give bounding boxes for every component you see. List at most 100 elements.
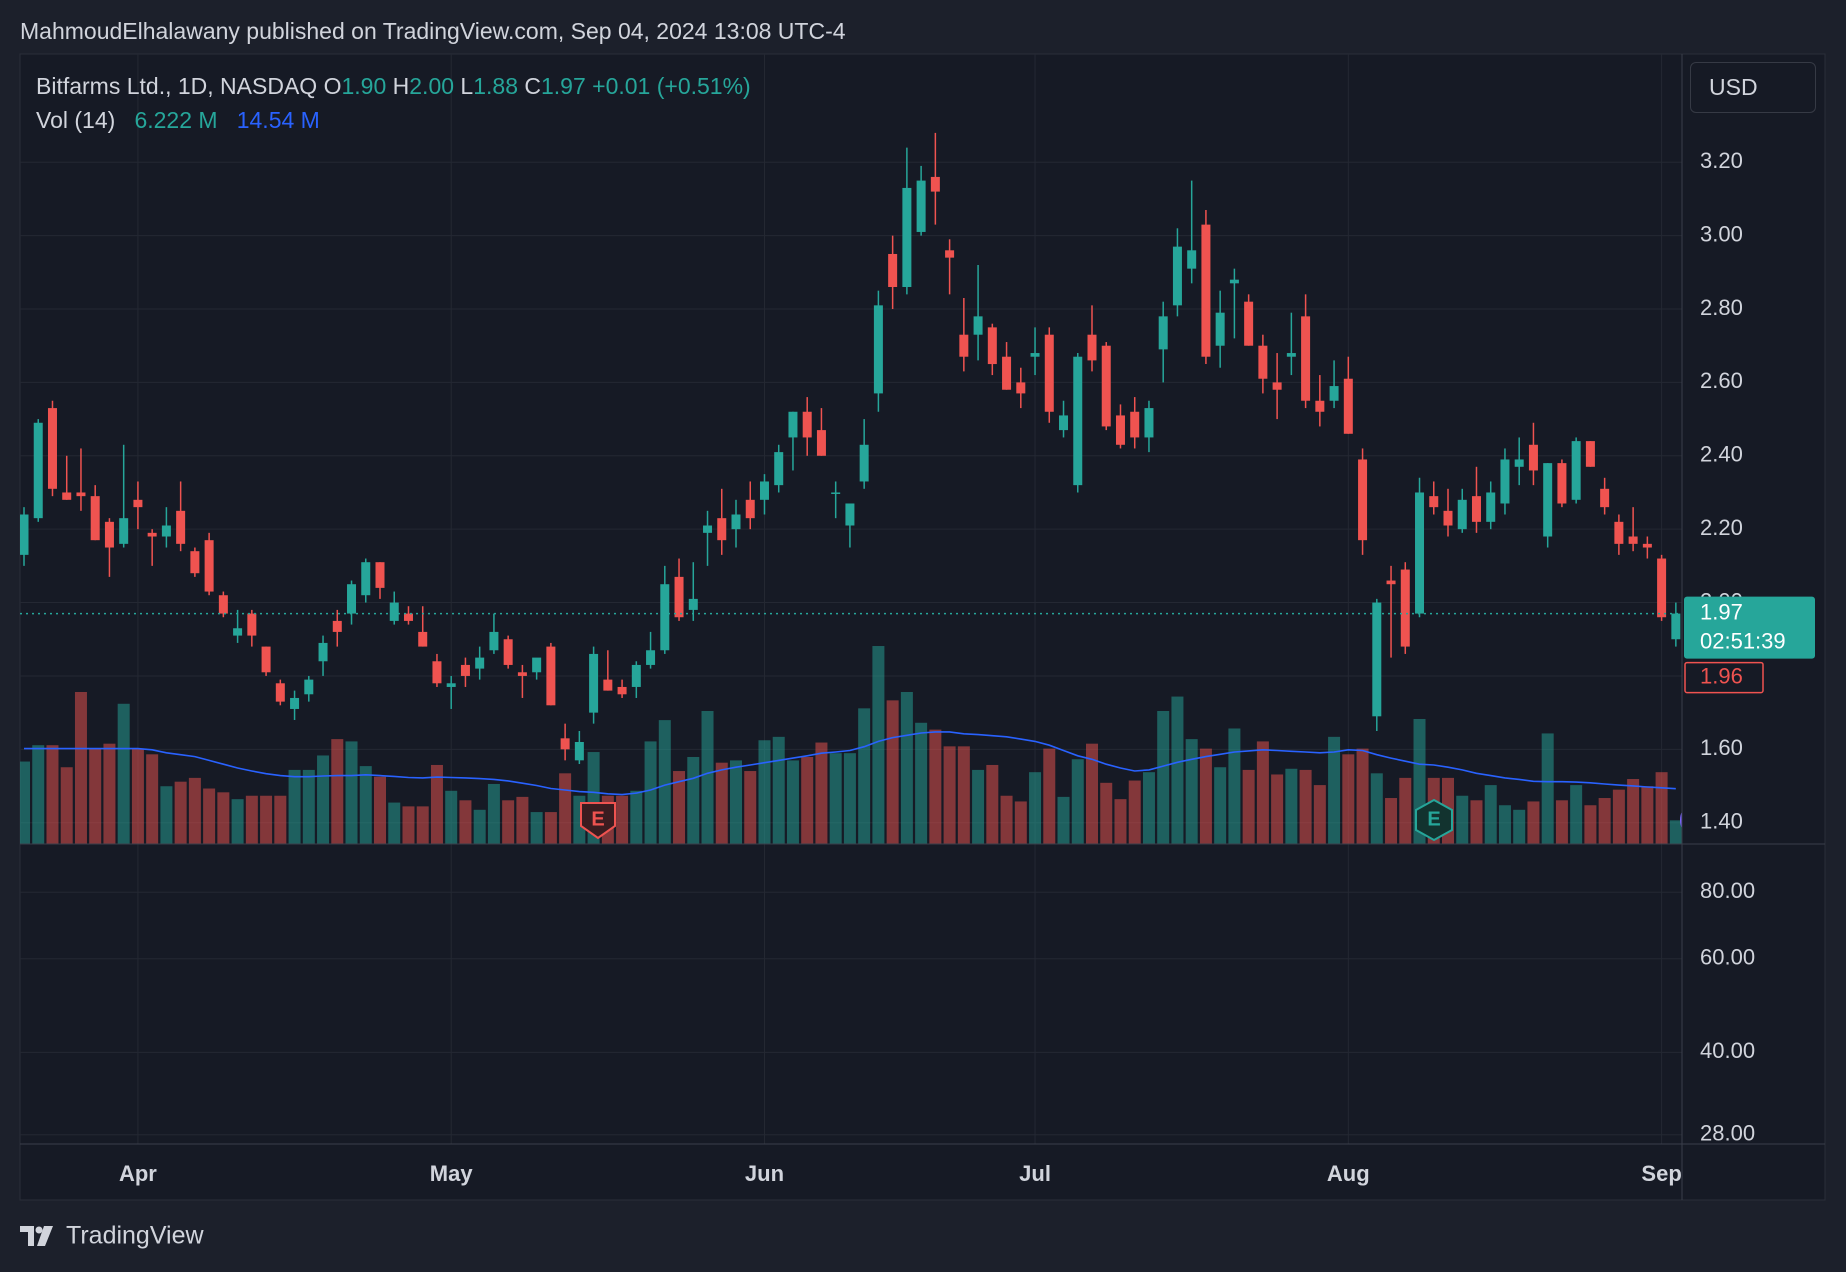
candle-body — [674, 576, 684, 618]
volume-bar — [701, 711, 714, 844]
candle-body — [304, 679, 314, 695]
candle-body — [603, 679, 613, 691]
x-tick-label: Jun — [745, 1161, 784, 1186]
volume-bar — [1171, 696, 1184, 844]
last-price-box — [1684, 596, 1815, 659]
candle-body — [204, 540, 214, 592]
y-tick-label: 2.60 — [1700, 368, 1743, 393]
candle-body — [1315, 400, 1325, 412]
candle-body — [646, 650, 656, 665]
candle-body — [161, 525, 171, 537]
candle-body — [1642, 543, 1652, 548]
volume-bar — [1470, 800, 1483, 844]
footer-brand: TradingView — [66, 1222, 205, 1250]
logo — [20, 1226, 53, 1246]
legend-value: 1.97 — [541, 73, 586, 99]
currency-button[interactable]: USD — [1690, 62, 1816, 113]
volume-bar — [1043, 748, 1056, 844]
candle-body — [959, 334, 969, 357]
volume-bar — [744, 771, 757, 844]
volume-bar — [1584, 805, 1597, 844]
volume-bar — [815, 742, 828, 844]
volume-bar — [160, 786, 173, 844]
candle-body — [859, 444, 869, 482]
volume-bar — [430, 764, 443, 844]
volume-bar — [1555, 800, 1568, 844]
candle-body — [475, 657, 485, 669]
volume-bar — [673, 771, 686, 844]
candle-body — [247, 613, 257, 636]
volume-bar — [146, 754, 159, 844]
volume-bar — [1228, 728, 1241, 844]
candle-body — [133, 499, 143, 508]
legend-key: L — [460, 73, 474, 99]
candle-body — [1657, 558, 1667, 618]
marker-shape — [580, 802, 616, 840]
candle-body — [418, 631, 428, 647]
volume-bar — [1014, 801, 1027, 844]
legend-line: Bitfarms Ltd., 1D, NASDAQ O1.90 H2.00 L1… — [36, 73, 751, 100]
volume-bar — [74, 692, 87, 844]
volume-bar — [1285, 768, 1298, 844]
candle-body — [1585, 441, 1595, 467]
volume-bar — [117, 703, 130, 844]
candle-body — [1443, 510, 1453, 526]
candle-body — [290, 697, 300, 709]
legend-value: 1.90 — [341, 73, 387, 99]
x-tick-label: Sep — [1641, 1161, 1681, 1186]
volume-ma-value: 14.54 M — [236, 107, 320, 133]
volume-bar — [544, 812, 557, 844]
volume-legend: Vol (14) 6.222 M 14.54 M — [36, 107, 320, 134]
y-tick-label: 3.20 — [1700, 148, 1743, 173]
volume-bar — [786, 760, 799, 844]
volume-bar — [1071, 759, 1084, 844]
volume-bar — [1313, 785, 1326, 844]
candle-body — [1158, 316, 1168, 350]
volume-bar — [758, 740, 771, 844]
volume-bar — [502, 800, 515, 844]
volume-bar — [772, 736, 785, 844]
candle-body — [147, 532, 157, 537]
candle-body — [432, 661, 442, 684]
candle-body — [717, 518, 727, 541]
publish-header: MahmoudElhalawany published on TradingVi… — [20, 18, 846, 44]
candle-body — [560, 738, 570, 750]
volume-bar — [445, 790, 458, 844]
volume-bar — [829, 753, 842, 844]
candle-body — [1471, 496, 1481, 522]
volume-bar — [1541, 733, 1554, 844]
last-price-label: 1.97 — [1700, 599, 1743, 624]
candle-body — [1144, 408, 1154, 438]
candle-body — [987, 327, 997, 365]
volume-bar — [288, 769, 301, 844]
candle-body — [1244, 301, 1254, 346]
candle-body — [589, 653, 599, 713]
volume-bar — [715, 762, 728, 844]
volume-bar — [972, 769, 985, 844]
volume-bar — [459, 800, 472, 844]
lower-tick-label: 40.00 — [1700, 1038, 1755, 1063]
volume-bar — [872, 646, 885, 844]
candle-body — [446, 683, 456, 687]
volume-bar — [274, 795, 287, 844]
candle-body — [930, 176, 940, 192]
candle-body — [973, 316, 983, 335]
volume-bar — [103, 743, 116, 844]
volume-bar — [245, 795, 258, 844]
volume-bar — [473, 809, 486, 844]
volume-bar — [46, 745, 59, 844]
x-tick-label: May — [430, 1161, 474, 1186]
volume-bar — [217, 792, 230, 844]
volume-bar — [345, 741, 358, 844]
volume-bar — [1086, 743, 1098, 844]
candle-body — [460, 664, 470, 676]
candle-body — [1101, 345, 1111, 427]
y-tick-label: 1.40 — [1700, 809, 1743, 834]
volume-bar — [359, 766, 372, 844]
candle-body — [831, 492, 841, 494]
candle-body — [1187, 250, 1197, 269]
volume-bar — [644, 741, 657, 844]
volume-bar — [1641, 786, 1654, 844]
lower-tick-label: 80.00 — [1700, 878, 1755, 903]
